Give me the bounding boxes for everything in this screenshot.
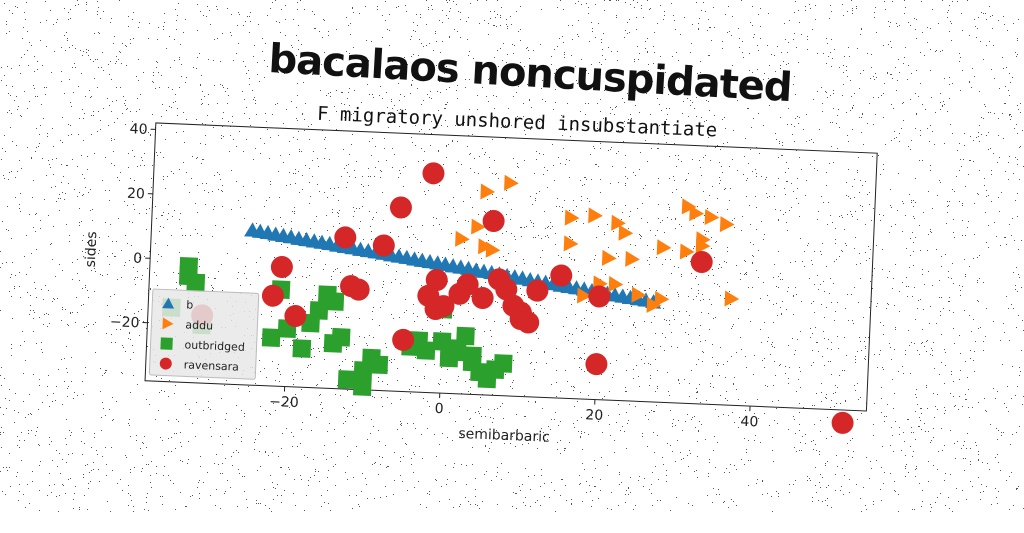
y-tick-label: 40 (129, 121, 147, 138)
point-addu (565, 210, 580, 227)
chart-subtitle: F migratory unshored insubstantiate (317, 103, 718, 142)
point-ravensara (482, 210, 505, 233)
x-tick-label: 0 (434, 401, 444, 417)
point-outbridged (353, 377, 372, 396)
x-axis-label: semibarbaric (458, 426, 550, 446)
y-tick-label: 20 (127, 186, 145, 203)
point-addu (564, 235, 579, 252)
point-ravensara (270, 256, 293, 279)
y-axis-label: sides (83, 231, 100, 268)
y-tick-label: −20 (110, 314, 140, 331)
point-outbridged (262, 328, 281, 347)
y-tick-label: 0 (133, 251, 143, 267)
point-outbridged (310, 301, 329, 320)
point-addu (455, 231, 470, 248)
point-outbridged (456, 327, 475, 346)
legend: b addu outbridged ravensara (149, 289, 259, 379)
point-outbridged (417, 341, 436, 360)
point-ravensara (390, 196, 413, 219)
legend-label: addu (185, 318, 213, 332)
point-addu (504, 175, 519, 192)
legend-label: b (186, 298, 194, 311)
point-addu (480, 183, 495, 200)
x-tick-label: 40 (740, 414, 758, 431)
data-marks (158, 151, 863, 434)
point-ravensara (690, 251, 713, 274)
x-tick-label: 20 (585, 407, 603, 424)
point-outbridged (463, 346, 482, 365)
point-addu (588, 207, 603, 224)
point-addu (625, 251, 640, 268)
point-ravensara (585, 353, 608, 376)
x-tick-label: −20 (269, 394, 299, 411)
point-outbridged (186, 273, 205, 292)
point-outbridged (369, 355, 388, 374)
point-addu (657, 239, 672, 256)
point-addu (725, 291, 740, 308)
point-addu (689, 205, 704, 222)
point-addu (602, 250, 617, 267)
legend-label: ravensara (183, 358, 239, 373)
point-ravensara (831, 411, 854, 434)
point-outbridged (494, 354, 513, 373)
point-addu (486, 242, 501, 259)
point-outbridged (324, 334, 343, 353)
legend-marker-outbridged (160, 337, 172, 349)
point-outbridged (292, 339, 311, 358)
point-outbridged (325, 292, 344, 311)
point-ravensara (422, 162, 445, 185)
point-addu (618, 225, 633, 242)
legend-label: outbridged (184, 338, 245, 354)
point-addu (705, 209, 720, 226)
point-addu (720, 216, 735, 233)
